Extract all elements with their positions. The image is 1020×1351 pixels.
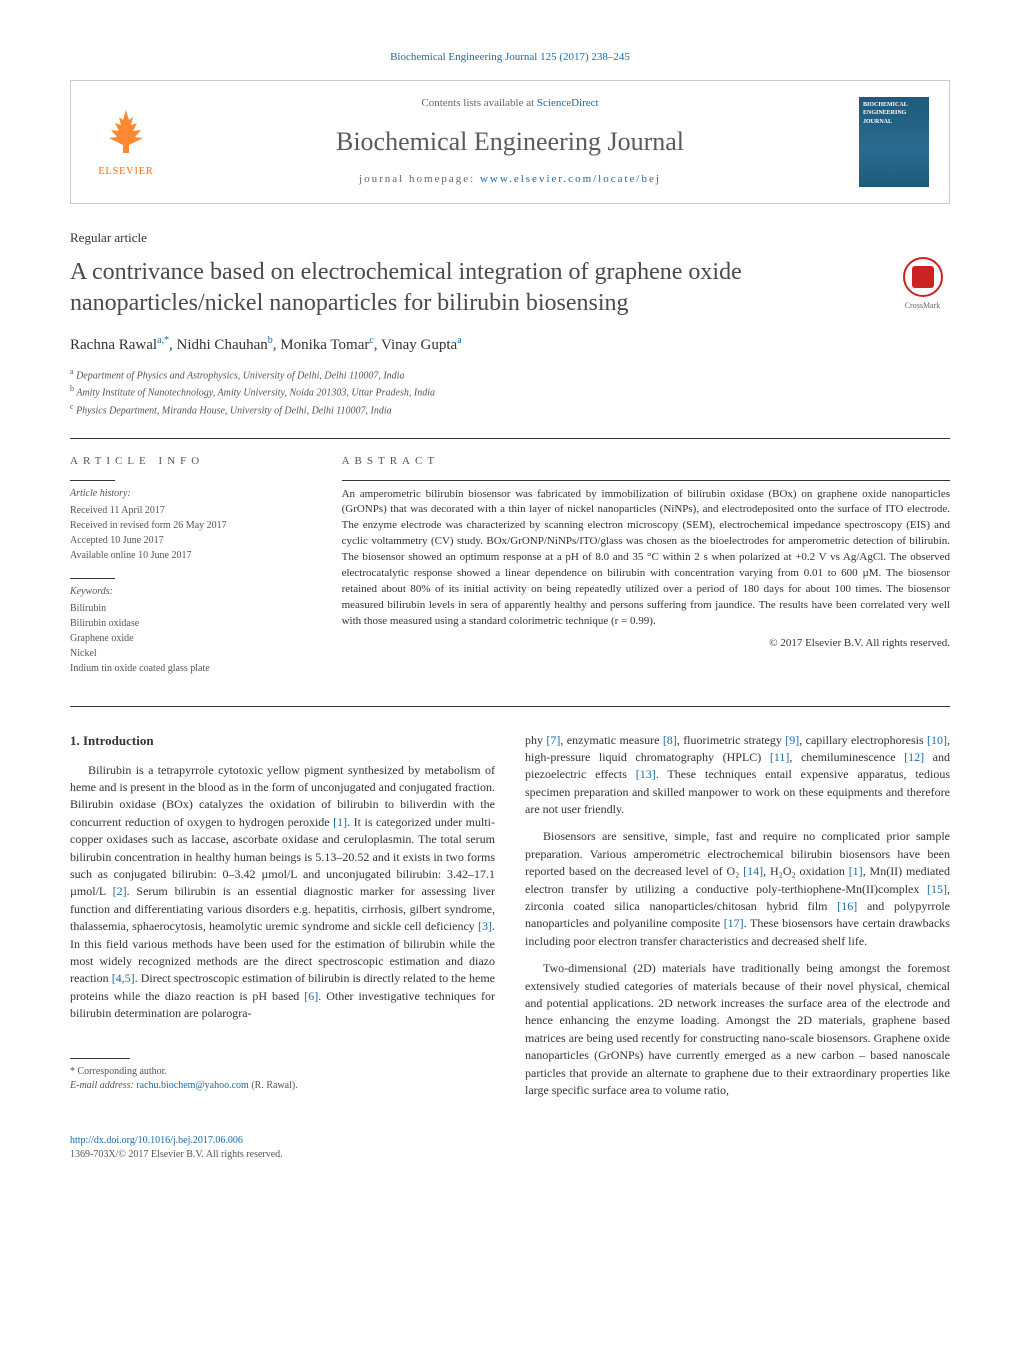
ref-1[interactable]: [1]: [333, 815, 347, 829]
history-line-2: Accepted 10 June 2017: [70, 533, 307, 548]
intro-para-1-cont: phy [7], enzymatic measure [8], fluorime…: [525, 732, 950, 819]
author-1: Rachna Rawal: [70, 337, 157, 353]
ref-4-5[interactable]: [4,5]: [112, 971, 135, 985]
issn-copyright: 1369-703X/© 2017 Elsevier B.V. All right…: [70, 1148, 950, 1162]
article-info-column: ARTICLE INFO Article history: Received 1…: [70, 454, 307, 690]
abstract-column: ABSTRACT An amperometric bilirubin biose…: [342, 454, 950, 690]
keywords-label: Keywords:: [70, 585, 307, 599]
doi-link[interactable]: http://dx.doi.org/10.1016/j.bej.2017.06.…: [70, 1135, 243, 1146]
keyword-1: Bilirubin oxidase: [70, 616, 307, 631]
ref-12[interactable]: [12]: [904, 750, 924, 764]
history-line-0: Received 11 April 2017: [70, 503, 307, 518]
elsevier-name: ELSEVIER: [91, 165, 161, 179]
history-label: Article history:: [70, 487, 307, 501]
article-title: A contrivance based on electrochemical i…: [70, 257, 895, 319]
body-column-left: 1. Introduction Bilirubin is a tetrapyrr…: [70, 732, 495, 1110]
email-line: E-mail address: rachu.biochem@yahoo.com …: [70, 1079, 495, 1093]
cover-text: BIOCHEMICAL ENGINEERING JOURNAL: [859, 97, 929, 130]
keyword-3: Nickel: [70, 646, 307, 661]
ref-7[interactable]: [7]: [546, 733, 560, 747]
email-label: E-mail address:: [70, 1080, 136, 1091]
body-columns: 1. Introduction Bilirubin is a tetrapyrr…: [70, 732, 950, 1110]
email-suffix: (R. Rawal).: [249, 1080, 298, 1091]
footnote-block: * Corresponding author. E-mail address: …: [70, 1065, 495, 1093]
journal-name: Biochemical Engineering Journal: [161, 124, 859, 160]
homepage-link[interactable]: www.elsevier.com/locate/bej: [480, 173, 661, 185]
ref-17[interactable]: [17]: [724, 916, 744, 930]
affiliation-c: c Physics Department, Miranda House, Uni…: [70, 401, 950, 418]
author-4: , Vinay Gupta: [374, 337, 457, 353]
author-4-sup: a: [457, 335, 461, 346]
ref-8[interactable]: [8]: [663, 733, 677, 747]
keyword-0: Bilirubin: [70, 601, 307, 616]
intro-para-1: Bilirubin is a tetrapyrrole cytotoxic ye…: [70, 762, 495, 1023]
abstract-text: An amperometric bilirubin biosensor was …: [342, 487, 950, 630]
ref-2[interactable]: [2]: [113, 884, 127, 898]
ref-16[interactable]: [16]: [837, 899, 857, 913]
ref-13[interactable]: [13]: [636, 767, 656, 781]
contents-text: Contents lists available at: [421, 97, 536, 109]
elsevier-logo: ELSEVIER: [91, 105, 161, 178]
article-info-heading: ARTICLE INFO: [70, 454, 307, 469]
abstract-copyright: © 2017 Elsevier B.V. All rights reserved…: [342, 636, 950, 651]
body-column-right: phy [7], enzymatic measure [8], fluorime…: [525, 732, 950, 1110]
intro-heading: 1. Introduction: [70, 732, 495, 750]
journal-homepage: journal homepage: www.elsevier.com/locat…: [161, 172, 859, 187]
author-1-sup: a,*: [157, 335, 169, 346]
journal-ref-top: Biochemical Engineering Journal 125 (201…: [70, 50, 950, 65]
sciencedirect-link[interactable]: ScienceDirect: [537, 97, 599, 109]
email-link[interactable]: rachu.biochem@yahoo.com: [136, 1080, 249, 1091]
history-line-3: Available online 10 June 2017: [70, 548, 307, 563]
abstract-heading: ABSTRACT: [342, 454, 950, 469]
affiliation-a: a Department of Physics and Astrophysics…: [70, 366, 950, 383]
journal-header: ELSEVIER Contents lists available at Sci…: [70, 80, 950, 203]
article-type: Regular article: [70, 229, 950, 247]
divider-bottom: [70, 706, 950, 707]
crossmark-label: CrossMark: [895, 300, 950, 311]
elsevier-tree-icon: [101, 105, 151, 155]
authors-line: Rachna Rawala,*, Nidhi Chauhanb, Monika …: [70, 334, 950, 356]
history-line-1: Received in revised form 26 May 2017: [70, 518, 307, 533]
footnote-divider: [70, 1058, 130, 1059]
affiliation-b: b Amity Institute of Nanotechnology, Ami…: [70, 383, 950, 400]
ref-3[interactable]: [3]: [478, 919, 492, 933]
ref-14[interactable]: [14]: [743, 864, 763, 878]
abstract-divider: [342, 480, 950, 481]
info-divider-2: [70, 578, 115, 579]
keyword-4: Indium tin oxide coated glass plate: [70, 661, 307, 676]
intro-para-2: Biosensors are sensitive, simple, fast a…: [525, 828, 950, 950]
homepage-label: journal homepage:: [359, 173, 480, 185]
ref-11[interactable]: [11]: [770, 750, 790, 764]
author-3: , Monika Tomar: [273, 337, 370, 353]
ref-9[interactable]: [9]: [785, 733, 799, 747]
crossmark-badge[interactable]: CrossMark: [895, 257, 950, 311]
affiliations: a Department of Physics and Astrophysics…: [70, 366, 950, 418]
ref-15[interactable]: [15]: [927, 882, 947, 896]
ref-10[interactable]: [10]: [927, 733, 947, 747]
keyword-2: Graphene oxide: [70, 631, 307, 646]
contents-line: Contents lists available at ScienceDirec…: [161, 96, 859, 111]
page-footer: http://dx.doi.org/10.1016/j.bej.2017.06.…: [70, 1134, 950, 1162]
corresponding-author-label: * Corresponding author.: [70, 1065, 495, 1079]
author-2: , Nidhi Chauhan: [169, 337, 268, 353]
crossmark-icon: [903, 257, 943, 297]
info-divider-1: [70, 480, 115, 481]
divider-top: [70, 438, 950, 439]
journal-cover-thumbnail: BIOCHEMICAL ENGINEERING JOURNAL: [859, 97, 929, 187]
ref-6[interactable]: [6]: [304, 989, 318, 1003]
intro-para-3: Two-dimensional (2D) materials have trad…: [525, 960, 950, 1099]
ref-1b[interactable]: [1]: [849, 864, 863, 878]
